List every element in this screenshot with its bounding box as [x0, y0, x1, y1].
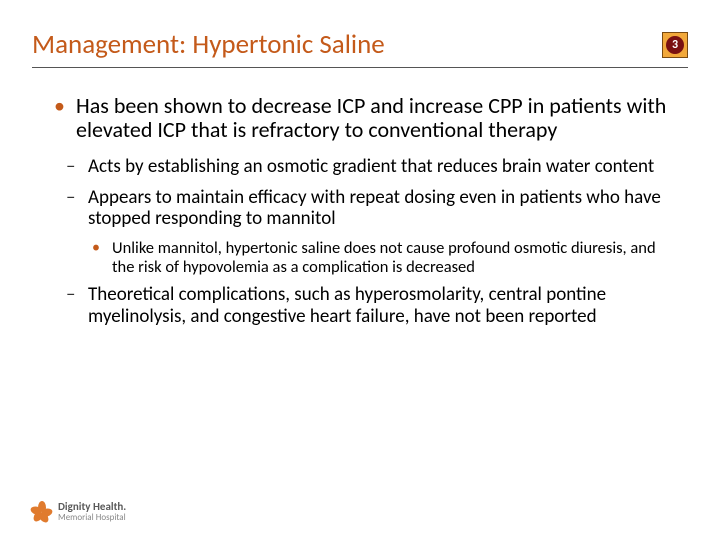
- bullet-l2: Theoretical complications, such as hyper…: [48, 284, 672, 327]
- bullet-l1: Has been shown to decrease ICP and incre…: [48, 94, 672, 142]
- bullet-l2: Appears to maintain efficacy with repeat…: [48, 187, 672, 230]
- bullet-list-level1: Has been shown to decrease ICP and incre…: [48, 94, 672, 142]
- bullet-l3: Unlike mannitol, hypertonic saline does …: [48, 239, 672, 276]
- section-badge: 3: [662, 32, 688, 58]
- logo-secondary-text: Memorial Hospital: [58, 513, 126, 522]
- logo-text: Dignity Health. Memorial Hospital: [58, 501, 126, 522]
- logo-primary-text: Dignity Health.: [58, 501, 126, 512]
- bullet-list-level2: Acts by establishing an osmotic gradient…: [48, 156, 672, 230]
- section-number: 3: [666, 36, 684, 54]
- bullet-list-level2: Theoretical complications, such as hyper…: [48, 284, 672, 327]
- bullet-list-level3: Unlike mannitol, hypertonic saline does …: [48, 239, 672, 276]
- header-row: Management: Hypertonic Saline 3: [32, 0, 688, 68]
- logo-flower-icon: [32, 502, 52, 522]
- footer-logo: Dignity Health. Memorial Hospital: [32, 501, 126, 522]
- bullet-l2: Acts by establishing an osmotic gradient…: [48, 156, 672, 177]
- content-area: Has been shown to decrease ICP and incre…: [0, 68, 720, 327]
- slide-title: Management: Hypertonic Saline: [32, 28, 385, 61]
